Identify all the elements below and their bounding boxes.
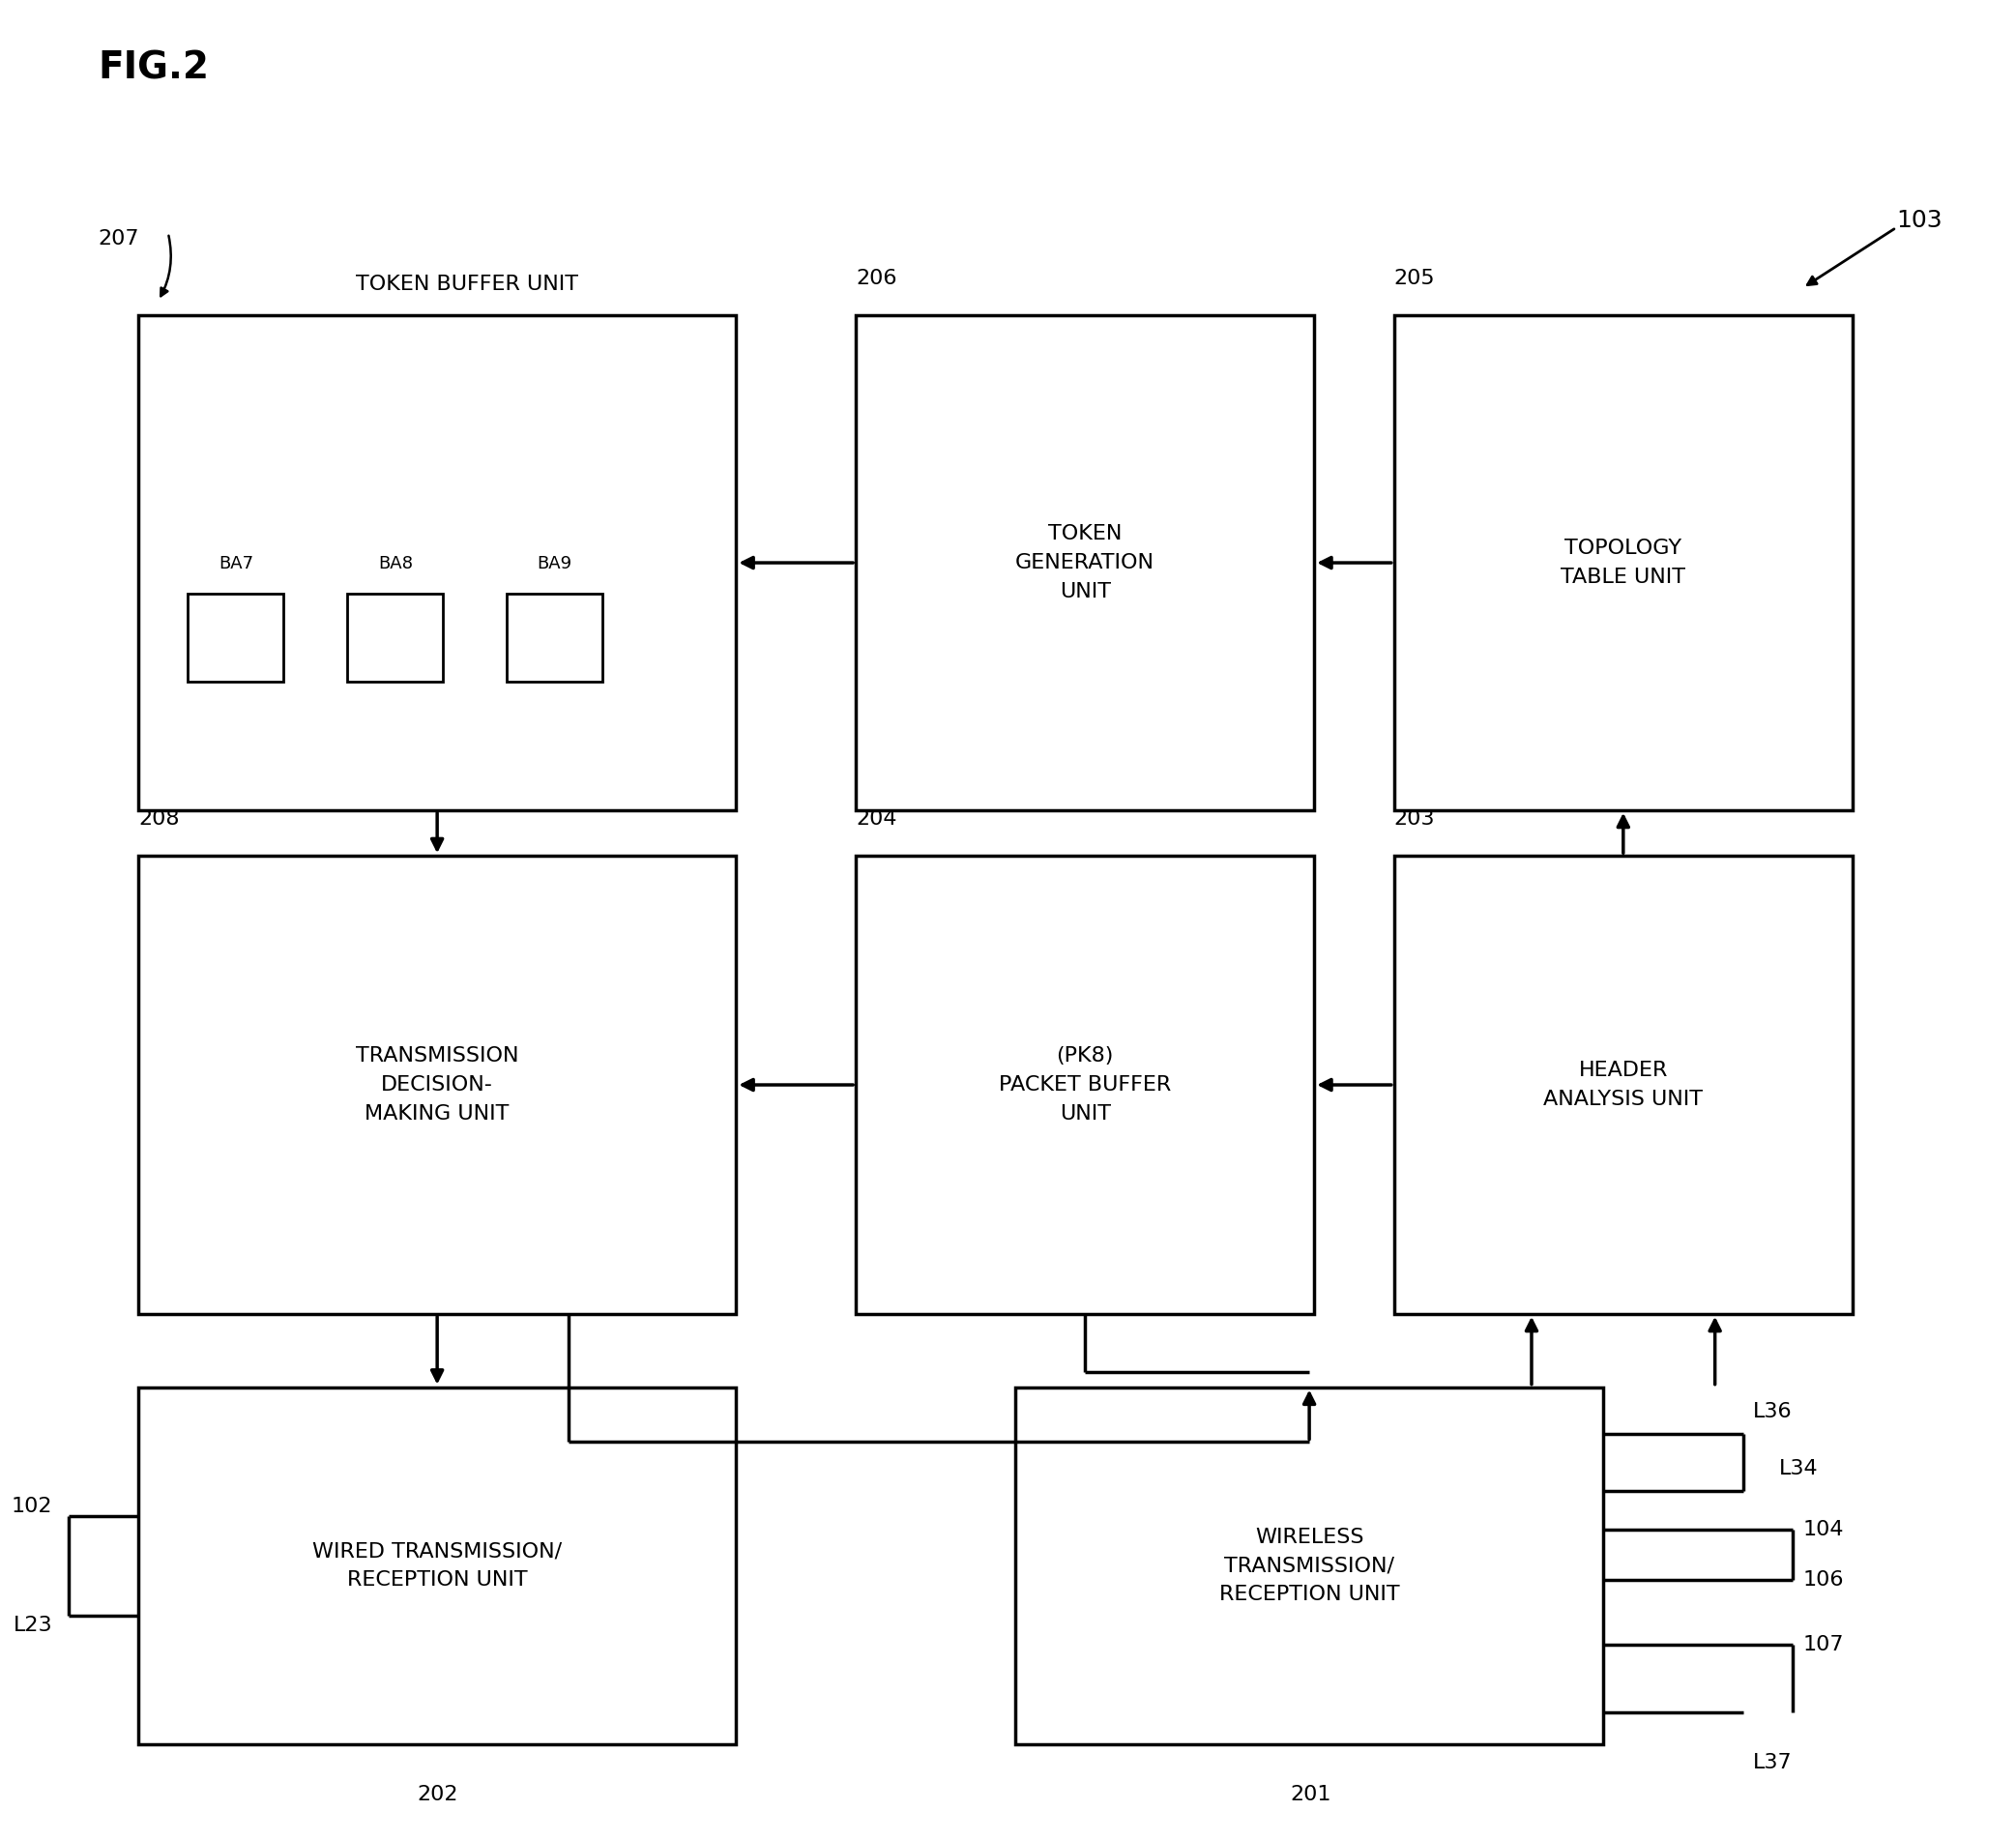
Text: WIRED TRANSMISSION/
RECEPTION UNIT: WIRED TRANSMISSION/ RECEPTION UNIT	[312, 1542, 562, 1590]
Text: TOPOLOGY
TABLE UNIT: TOPOLOGY TABLE UNIT	[1560, 539, 1685, 587]
Text: 206: 206	[857, 269, 897, 289]
Text: 102: 102	[12, 1498, 52, 1516]
Text: (PK8)
PACKET BUFFER
UNIT: (PK8) PACKET BUFFER UNIT	[998, 1047, 1171, 1122]
Text: TRANSMISSION
DECISION-
MAKING UNIT: TRANSMISSION DECISION- MAKING UNIT	[355, 1047, 518, 1122]
FancyBboxPatch shape	[506, 594, 603, 683]
Text: 207: 207	[99, 228, 139, 248]
Text: 106: 106	[1802, 1570, 1845, 1590]
Text: 208: 208	[139, 810, 179, 828]
Text: TOKEN BUFFER UNIT: TOKEN BUFFER UNIT	[357, 274, 579, 293]
Text: 202: 202	[417, 1785, 458, 1803]
Text: FIG.2: FIG.2	[99, 50, 210, 86]
Text: BA7: BA7	[218, 554, 254, 572]
FancyBboxPatch shape	[1016, 1387, 1603, 1744]
FancyBboxPatch shape	[857, 315, 1314, 810]
Text: L23: L23	[14, 1616, 52, 1634]
FancyBboxPatch shape	[347, 594, 444, 683]
Text: L34: L34	[1778, 1459, 1818, 1478]
Text: TOKEN
GENERATION
UNIT: TOKEN GENERATION UNIT	[1016, 524, 1155, 602]
Text: 203: 203	[1393, 810, 1435, 828]
FancyBboxPatch shape	[857, 856, 1314, 1314]
Text: 205: 205	[1393, 269, 1435, 289]
FancyBboxPatch shape	[139, 315, 736, 810]
Text: BA9: BA9	[538, 554, 573, 572]
FancyBboxPatch shape	[139, 1387, 736, 1744]
Text: 201: 201	[1290, 1785, 1331, 1803]
Text: 107: 107	[1802, 1634, 1845, 1654]
Text: L36: L36	[1752, 1402, 1792, 1420]
Text: L37: L37	[1752, 1752, 1792, 1772]
Text: HEADER
ANALYSIS UNIT: HEADER ANALYSIS UNIT	[1544, 1062, 1704, 1110]
FancyBboxPatch shape	[1393, 856, 1853, 1314]
Text: 103: 103	[1897, 208, 1941, 232]
FancyBboxPatch shape	[187, 594, 284, 683]
Text: BA8: BA8	[377, 554, 413, 572]
Text: 104: 104	[1802, 1520, 1845, 1540]
FancyBboxPatch shape	[1393, 315, 1853, 810]
Text: 204: 204	[857, 810, 897, 828]
FancyBboxPatch shape	[139, 856, 736, 1314]
Text: WIRELESS
TRANSMISSION/
RECEPTION UNIT: WIRELESS TRANSMISSION/ RECEPTION UNIT	[1220, 1527, 1399, 1604]
